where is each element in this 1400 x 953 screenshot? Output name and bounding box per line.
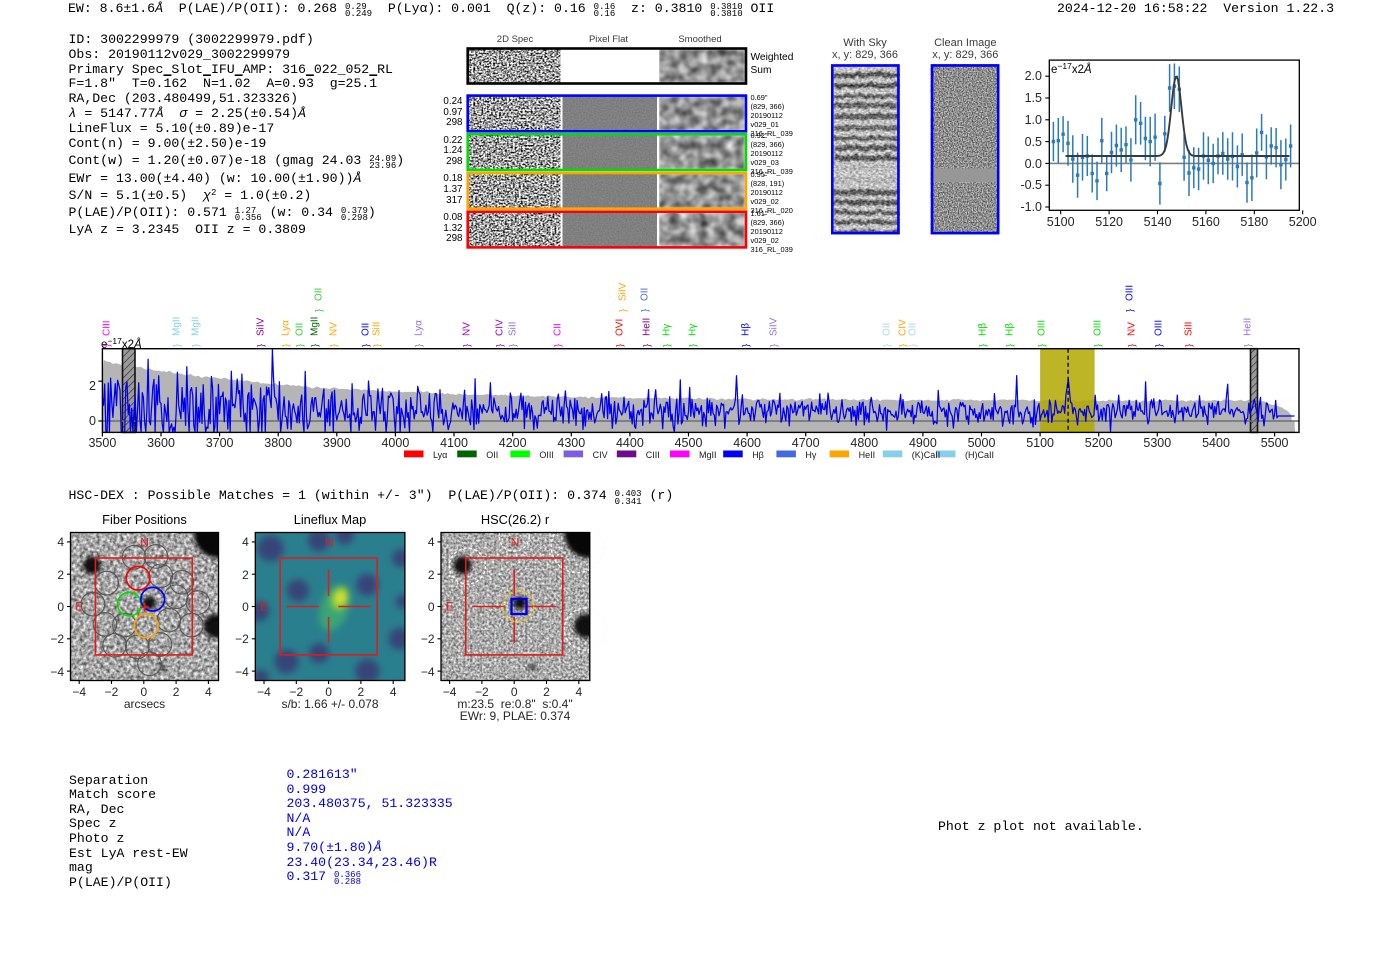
svg-text:}: } — [897, 344, 908, 347]
svg-text:SiIV: SiIV — [255, 317, 266, 336]
svg-text:}: } — [101, 344, 112, 347]
svg-text:}: } — [461, 344, 472, 347]
svg-text:SiIV: SiIV — [768, 317, 779, 336]
svg-text:}: } — [313, 309, 324, 312]
svg-text:Hβ: Hβ — [977, 323, 988, 336]
svg-text:OIII: OIII — [1153, 320, 1164, 336]
svg-text:CIII: CIII — [101, 320, 112, 336]
svg-text:}: } — [614, 344, 625, 347]
svg-text:OII: OII — [360, 323, 371, 336]
svg-text:N: N — [140, 536, 149, 550]
svg-text:NV: NV — [461, 322, 472, 336]
svg-text:}: } — [1242, 344, 1253, 347]
svg-text:}: } — [1004, 344, 1015, 347]
svg-text:CIV: CIV — [494, 319, 505, 336]
svg-text:MgII: MgII — [309, 317, 320, 336]
svg-text:OII: OII — [639, 288, 650, 301]
svg-text:}: } — [1092, 344, 1103, 347]
svg-text:E: E — [446, 600, 454, 614]
svg-text:SiII: SiII — [371, 322, 382, 336]
svg-text:Lyα: Lyα — [280, 320, 291, 336]
svg-text:}: } — [494, 344, 505, 347]
svg-text:}: } — [294, 344, 305, 347]
svg-text:}: } — [190, 344, 201, 347]
svg-text:SiIV: SiIV — [617, 282, 628, 301]
svg-text:MgII: MgII — [190, 317, 201, 336]
svg-text:Hγ: Hγ — [661, 324, 672, 336]
svg-text:Hβ: Hβ — [740, 323, 751, 336]
svg-text:SiII: SiII — [507, 322, 518, 336]
svg-text:}: } — [881, 344, 892, 347]
svg-text:}: } — [639, 309, 650, 312]
svg-text:}: } — [309, 344, 320, 347]
svg-text:Hβ: Hβ — [1004, 323, 1015, 336]
svg-text:MgII: MgII — [171, 317, 182, 336]
svg-text:CIV: CIV — [897, 319, 908, 336]
svg-text:N: N — [511, 536, 520, 550]
svg-text:}: } — [768, 344, 779, 347]
svg-text:Hγ: Hγ — [687, 324, 698, 336]
svg-text:OII: OII — [881, 323, 892, 336]
svg-text:}: } — [1124, 309, 1135, 312]
svg-text:OIII: OIII — [1036, 320, 1047, 336]
svg-text:}: } — [641, 344, 652, 347]
svg-text:N: N — [325, 536, 334, 550]
svg-text:E: E — [75, 600, 83, 614]
svg-text:OVI: OVI — [614, 319, 625, 336]
svg-text:}: } — [617, 309, 628, 312]
svg-text:}: } — [1126, 344, 1137, 347]
svg-text:CII: CII — [552, 323, 563, 336]
svg-text:}: } — [280, 344, 291, 347]
svg-text:}: } — [413, 344, 424, 347]
svg-text:OII: OII — [313, 288, 324, 301]
svg-text:Lyα: Lyα — [413, 320, 424, 336]
svg-text:OIII: OIII — [1124, 285, 1135, 301]
svg-text:}: } — [687, 344, 698, 347]
svg-text:}: } — [371, 344, 382, 347]
svg-text:}: } — [552, 344, 563, 347]
svg-text:}: } — [977, 344, 988, 347]
svg-text:HeII: HeII — [1242, 318, 1253, 336]
svg-text:}: } — [1153, 344, 1164, 347]
svg-text:OII: OII — [294, 323, 305, 336]
svg-text:NV: NV — [1126, 322, 1137, 336]
svg-text:}: } — [740, 344, 751, 347]
svg-text:HeII: HeII — [641, 318, 652, 336]
svg-text:}: } — [1036, 344, 1047, 347]
svg-text:OIII: OIII — [1092, 320, 1103, 336]
svg-text:E: E — [260, 600, 268, 614]
svg-text:}: } — [507, 344, 518, 347]
svg-text:}: } — [661, 344, 672, 347]
svg-text:}: } — [255, 344, 266, 347]
svg-text:}: } — [328, 344, 339, 347]
svg-text:}: } — [1183, 344, 1194, 347]
svg-text:}: } — [907, 344, 918, 347]
svg-text:}: } — [171, 344, 182, 347]
svg-text:SiII: SiII — [1183, 322, 1194, 336]
svg-text:NV: NV — [328, 322, 339, 336]
svg-text:}: } — [360, 344, 371, 347]
svg-text:OII: OII — [907, 323, 918, 336]
